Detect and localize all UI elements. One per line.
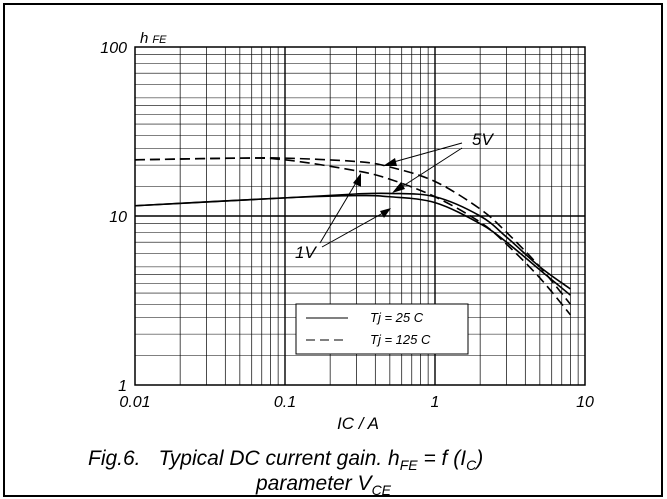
- y-axis-label: h FE: [140, 30, 167, 47]
- annotation-1v-arrowhead-1: [353, 173, 361, 187]
- caption-sub-c: C: [466, 457, 477, 473]
- x-axis-label: IC / A: [337, 414, 379, 433]
- annotation-5v-arrowhead-2: [392, 182, 405, 193]
- legend: Tj = 25 C Tj = 125 C: [295, 303, 469, 355]
- annotation-5v: 5V: [383, 130, 494, 193]
- legend-label-125c: Tj = 125 C: [370, 332, 431, 347]
- annotation-1v: 1V: [295, 173, 391, 262]
- plot-border: [134, 46, 586, 386]
- caption-end: ): [473, 447, 483, 470]
- x-tick-label: 10: [576, 394, 594, 411]
- caption-sub-fe: FE: [400, 457, 419, 473]
- annotation-5v-text: 5V: [472, 130, 494, 149]
- annotation-1v-text: 1V: [295, 243, 317, 262]
- series-group: [134, 157, 572, 316]
- caption-mid: = f (I: [418, 447, 467, 470]
- caption-sub-ce: CE: [372, 482, 392, 498]
- annotation-1v-arrow-1: [319, 180, 358, 244]
- annotation-5v-arrowhead-1: [383, 158, 397, 166]
- caption-prefix: Fig.6.: [88, 447, 141, 470]
- annotation-5v-arrow-1: [389, 142, 463, 164]
- caption-line-2: parameter VCE: [255, 472, 392, 498]
- caption-param: parameter V: [255, 472, 374, 495]
- legend-box: [295, 303, 469, 355]
- series-line-3: [134, 157, 572, 316]
- annotation-5v-arrow-2: [399, 147, 463, 189]
- x-tick-label: 0.1: [274, 394, 296, 411]
- annotation-1v-arrow-2: [321, 212, 384, 248]
- series-line-2: [134, 192, 571, 290]
- caption-line-1: Fig.6. Typical DC current gain. hFE = f (…: [88, 447, 483, 473]
- x-tick-label: 1: [431, 394, 440, 411]
- series-line-4: [134, 157, 572, 305]
- annotation-1v-arrowhead-2: [380, 208, 391, 218]
- y-tick-label: 100: [100, 40, 127, 57]
- legend-label-25c: Tj = 25 C: [370, 310, 424, 325]
- caption-main: Typical DC current gain. h: [159, 447, 400, 470]
- tick-labels: 0.01 0.1 1 10 100 10 1: [100, 40, 594, 411]
- y-tick-label: 1: [118, 378, 127, 395]
- y-tick-label: 10: [109, 209, 127, 226]
- y-axis-label-sub: FE: [152, 34, 167, 46]
- y-axis-label-main: h: [140, 30, 148, 47]
- x-tick-label: 0.01: [119, 394, 150, 411]
